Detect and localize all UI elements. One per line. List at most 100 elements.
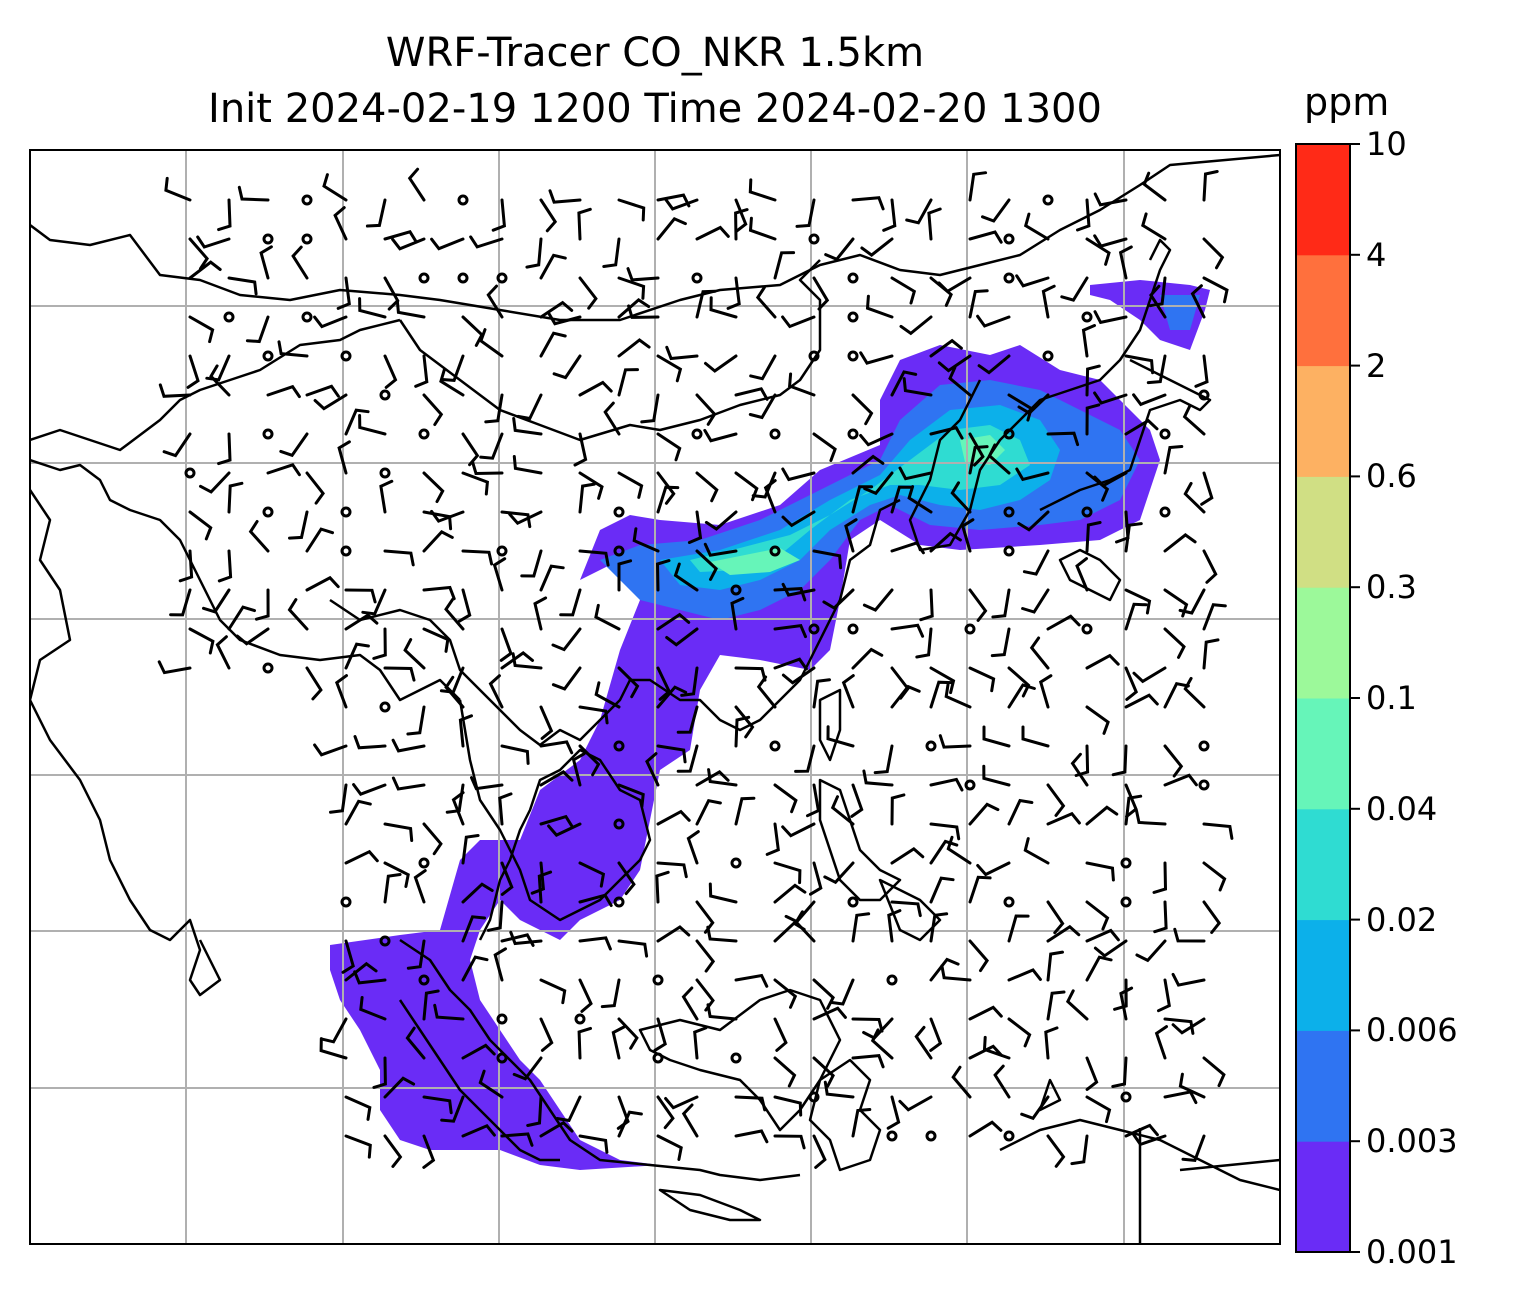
calm-wind-marker	[1042, 350, 1054, 362]
map-subtitle: Init 2024-02-19 1200 Time 2024-02-20 130…	[208, 86, 1102, 132]
wind-barb	[1202, 1056, 1226, 1088]
colorbar-segment	[1296, 1030, 1350, 1142]
wind-barb	[1017, 510, 1050, 532]
calm-wind-marker	[1003, 233, 1015, 245]
wind-barb	[812, 978, 835, 1010]
wind-barb	[730, 596, 745, 631]
wind-barb	[859, 432, 894, 447]
calm-wind-marker	[301, 311, 313, 323]
calm-wind-marker	[340, 545, 352, 557]
wind-barb	[734, 666, 767, 682]
wind-barb	[1085, 653, 1120, 670]
wind-barb	[781, 467, 816, 482]
wind-barb	[1007, 798, 1034, 826]
wind-barb	[695, 393, 717, 426]
wind-barb	[237, 185, 270, 202]
wind-barb	[695, 770, 730, 787]
wind-barb	[188, 627, 215, 655]
wind-barb	[756, 675, 777, 709]
wind-barb	[461, 915, 486, 943]
wind-barb	[765, 822, 780, 856]
wind-barb	[1044, 1026, 1059, 1060]
wind-barb	[1085, 521, 1102, 553]
wind-barb	[305, 471, 325, 505]
wind-barb	[755, 285, 777, 319]
calm-wind-marker	[574, 1013, 586, 1025]
wind-barb	[656, 861, 688, 879]
wind-barb	[886, 1095, 901, 1130]
calm-wind-marker	[379, 467, 391, 479]
wind-barb	[157, 660, 192, 675]
colorbar-tick-label: 0.04	[1366, 789, 1438, 828]
wind-barb	[1085, 955, 1113, 982]
wind-barb	[358, 414, 387, 436]
wind-barb	[486, 900, 504, 932]
wind-barb	[870, 1028, 894, 1060]
wind-barb	[1202, 549, 1218, 584]
wind-barb	[686, 830, 700, 865]
wind-barb	[1021, 725, 1050, 748]
wind-barb	[512, 455, 543, 475]
wind-barbs	[157, 167, 1234, 1169]
wind-barb	[1023, 212, 1050, 241]
wind-barb	[812, 432, 837, 462]
wind-barb	[1046, 990, 1066, 1021]
calm-wind-marker	[691, 272, 703, 284]
wind-barb	[681, 986, 699, 1021]
wind-barb	[344, 1095, 372, 1121]
wind-barb	[344, 642, 370, 670]
wind-barb	[422, 1134, 436, 1169]
wind-barb	[344, 1134, 372, 1159]
wind-barb	[899, 315, 933, 336]
wind-barb	[890, 900, 922, 918]
wind-barb	[288, 510, 309, 540]
wind-barb	[1046, 900, 1065, 935]
colorbar-segment	[1296, 144, 1350, 256]
wind-barb	[968, 171, 988, 202]
wind-barb	[422, 989, 440, 1021]
wind-barb	[676, 744, 699, 773]
wind-barb	[773, 251, 796, 280]
wind-barb	[559, 588, 582, 617]
wind-barb	[1202, 638, 1220, 670]
wind-barb	[334, 674, 348, 709]
wind-barb	[763, 479, 777, 514]
wind-barb	[617, 1017, 639, 1050]
wind-barb	[1132, 1133, 1167, 1147]
wind-barb	[1015, 274, 1050, 288]
wind-barb	[704, 354, 738, 373]
wind-barb	[1181, 1134, 1206, 1162]
wind-barb	[578, 978, 593, 1013]
wind-barb	[391, 237, 426, 251]
wind-barb	[500, 744, 530, 765]
colorbar-tick-label: 2	[1366, 346, 1387, 385]
wind-barb	[1007, 393, 1033, 422]
wind-barb	[1007, 968, 1042, 982]
wind-barb	[578, 936, 612, 951]
calm-wind-marker	[379, 389, 391, 401]
colorbar-segment	[1296, 254, 1350, 367]
wind-barb	[1163, 682, 1190, 709]
wind-barb	[616, 1095, 630, 1130]
wind-barb	[344, 588, 377, 604]
wind-barb	[990, 627, 1011, 658]
wind-barb	[1178, 1072, 1206, 1099]
wind-barb	[1113, 978, 1128, 1011]
wind-barb	[333, 206, 348, 241]
wind-barb	[344, 799, 372, 826]
wind-barb	[1178, 588, 1206, 615]
wind-barb	[919, 588, 934, 622]
wind-barb	[851, 196, 885, 211]
wind-barb	[571, 752, 586, 787]
wind-barb	[358, 297, 387, 319]
wind-barb	[1007, 683, 1036, 709]
wind-barb	[664, 1095, 699, 1110]
wind-barb	[751, 471, 777, 499]
wind-barb	[486, 284, 504, 319]
wind-barb	[500, 1132, 534, 1147]
wind-barb	[1022, 549, 1050, 576]
wind-barb	[968, 875, 992, 904]
wind-barb	[1093, 391, 1128, 405]
wind-barb	[533, 596, 548, 631]
calm-wind-marker	[730, 584, 742, 596]
